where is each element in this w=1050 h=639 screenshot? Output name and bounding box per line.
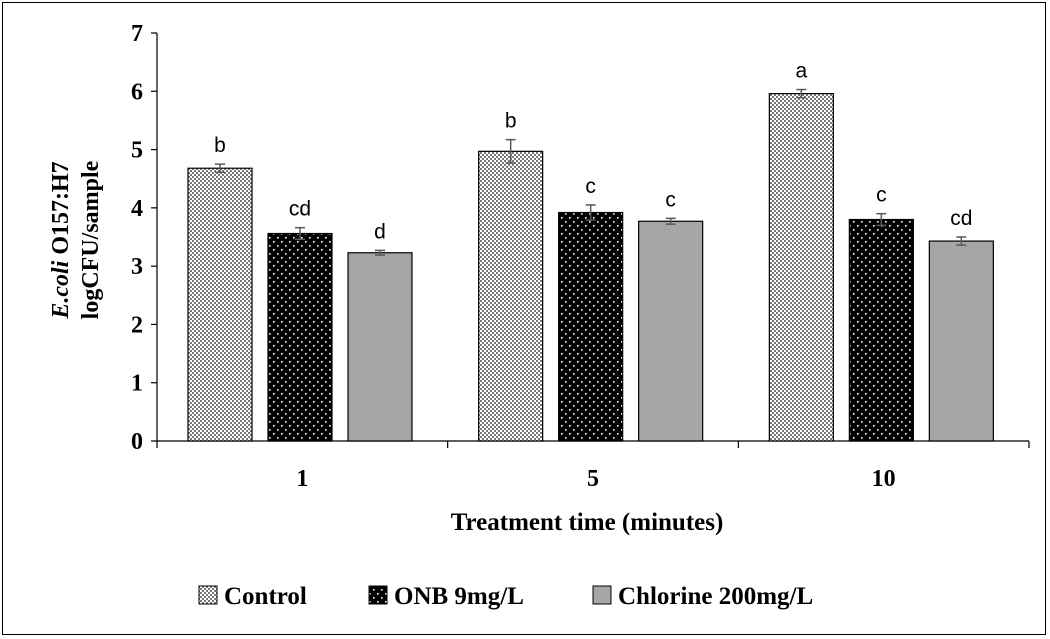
legend-swatch [592, 585, 612, 605]
bar [347, 252, 413, 442]
x-axis-title: Treatment time (minutes) [451, 509, 724, 536]
x-tick-label: 1 [296, 466, 308, 492]
y-tick-label: 7 [131, 21, 143, 47]
legend-label: Control [224, 583, 307, 610]
y-axis-title-rest: O157:H7 [48, 161, 74, 260]
y-tick-label: 1 [131, 371, 143, 397]
bar [768, 93, 834, 442]
y-axis-title-line2: logCFU/sample [78, 160, 104, 319]
y-tick-label: 0 [131, 429, 143, 455]
bar [928, 240, 994, 442]
significance-label: a [795, 60, 807, 83]
significance-label: cd [289, 198, 311, 221]
legend-label: ONB 9mg/L [394, 583, 524, 610]
legend-swatch [198, 585, 218, 605]
bar [848, 218, 914, 442]
y-tick-label: 4 [131, 196, 143, 222]
x-tick-label: 10 [872, 466, 896, 492]
significance-label: c [876, 184, 887, 207]
significance-label: b [214, 134, 226, 157]
significance-label: cd [950, 207, 972, 230]
significance-label: c [585, 175, 596, 198]
y-tick-label: 3 [131, 254, 143, 280]
significance-label: c [665, 188, 676, 211]
y-tick-label: 6 [131, 79, 143, 105]
labels: 0 1 2 3 4 5 6 7 b cd d 1 b c c 5 a c cd 10 Treatment time (m… [48, 21, 972, 536]
legend: Control ONB 9mg/L Chlorine 200mg/L [198, 583, 813, 610]
y-axis-title-italic: E.coli [48, 260, 74, 319]
bars [187, 88, 994, 442]
y-axis-title-line1: E.coli O157:H7 [48, 161, 74, 319]
legend-label: Chlorine 200mg/L [618, 583, 813, 610]
bar [558, 211, 624, 442]
y-tick-label: 2 [131, 312, 143, 338]
bar [638, 220, 704, 442]
bar [267, 232, 333, 442]
bar [478, 150, 544, 442]
significance-label: d [374, 220, 386, 243]
x-tick-label: 5 [587, 466, 599, 492]
legend-swatch [368, 585, 388, 605]
bar [187, 167, 253, 442]
y-tick-label: 5 [131, 138, 143, 164]
significance-label: b [505, 110, 517, 133]
